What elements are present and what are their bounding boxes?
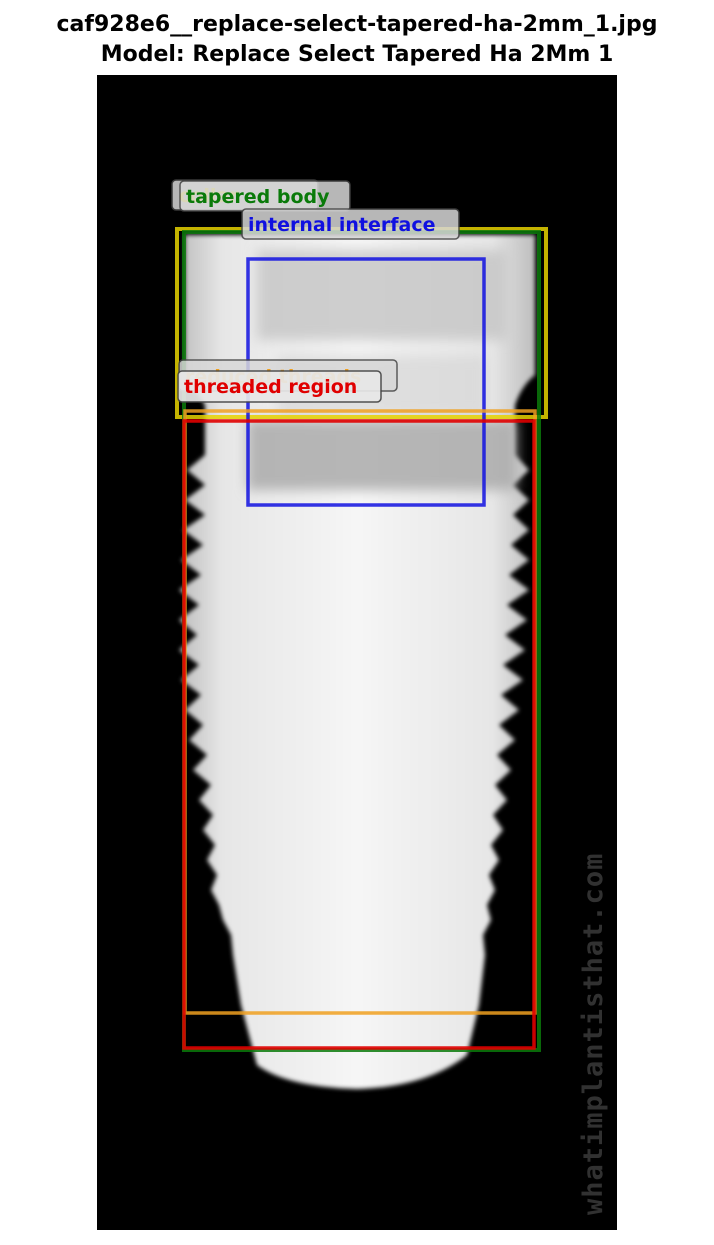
svg-text:internal interface: internal interface bbox=[248, 214, 435, 236]
xray-image-panel: whatimplantisthat.com collar tapered bod… bbox=[97, 75, 617, 1230]
tapered-body-label: tapered body bbox=[180, 181, 350, 211]
svg-text:tapered body: tapered body bbox=[186, 186, 330, 208]
threaded-region-label: threaded region bbox=[178, 371, 381, 402]
watermark-text: whatimplantisthat.com bbox=[578, 853, 609, 1215]
model-name-title: Model: Replace Select Tapered Ha 2Mm 1 bbox=[0, 41, 714, 69]
internal-interface-label: internal interface bbox=[242, 209, 459, 239]
svg-text:threaded region: threaded region bbox=[184, 376, 357, 398]
image-filename-title: caf928e6__replace-select-tapered-ha-2mm_… bbox=[0, 11, 714, 39]
